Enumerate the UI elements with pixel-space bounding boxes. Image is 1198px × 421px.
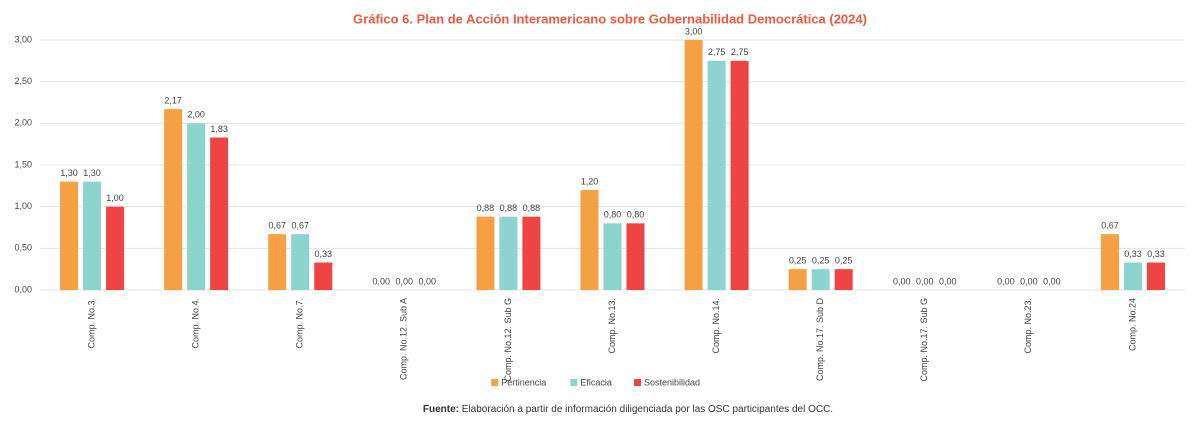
source: Fuente: Elaboración a partir de informac… xyxy=(423,404,833,415)
value-label: 3,00 xyxy=(685,26,703,36)
value-label: 0,67 xyxy=(268,221,286,231)
bar xyxy=(476,216,495,290)
y-tick-label: 3,00 xyxy=(14,34,32,44)
bar xyxy=(499,216,518,290)
x-tick-label: Comp. No.17. Sub G xyxy=(919,298,929,382)
bar xyxy=(268,234,287,290)
value-label: 0,00 xyxy=(1043,276,1061,286)
x-tick-label: Comp. No.13. xyxy=(607,298,617,354)
bar xyxy=(1123,262,1142,290)
bar xyxy=(684,40,703,290)
value-label: 0,80 xyxy=(604,210,622,220)
bar xyxy=(1100,234,1119,290)
bar xyxy=(291,234,310,290)
bar xyxy=(788,269,807,290)
value-label: 0,00 xyxy=(396,276,414,286)
value-label: 1,00 xyxy=(106,193,124,203)
x-tick-label: Comp. No.14. xyxy=(711,298,721,354)
bar xyxy=(1146,262,1165,290)
x-tick-label: Comp. No.3. xyxy=(86,298,96,349)
value-label: 0,00 xyxy=(373,276,391,286)
legend-label: Sostenibilidad xyxy=(644,377,700,387)
bar xyxy=(314,262,333,290)
bar xyxy=(522,216,541,290)
bar xyxy=(106,206,125,290)
legend-label: Eficacia xyxy=(580,377,612,387)
value-label: 0,67 xyxy=(1101,221,1119,231)
y-tick-label: 0,50 xyxy=(14,243,32,253)
value-label: 0,88 xyxy=(500,203,518,213)
x-tick-label: Comp. No.12. Sub A xyxy=(399,298,409,380)
value-label: 0,88 xyxy=(477,203,495,213)
value-label: 0,33 xyxy=(1147,249,1165,259)
value-label: 0,25 xyxy=(789,256,807,266)
x-tick-label: Comp. No.4. xyxy=(191,298,201,349)
bar xyxy=(811,269,830,290)
value-label: 0,80 xyxy=(627,210,645,220)
y-tick-label: 1,50 xyxy=(14,159,32,169)
bar xyxy=(187,123,206,290)
value-label: 0,88 xyxy=(523,203,541,213)
value-label: 0,00 xyxy=(893,276,911,286)
legend-swatch xyxy=(634,379,641,386)
value-label: 0,33 xyxy=(1124,249,1142,259)
bar xyxy=(834,269,853,290)
bar xyxy=(164,109,183,291)
value-label: 0,25 xyxy=(812,256,830,266)
y-tick-label: 2,50 xyxy=(14,76,32,86)
value-label: 0,00 xyxy=(419,276,437,286)
source-text: Elaboración a partir de información dili… xyxy=(462,404,833,415)
bar xyxy=(603,223,622,290)
bar xyxy=(626,223,645,290)
y-tick-label: 2,00 xyxy=(14,118,32,128)
value-label: 0,00 xyxy=(1020,276,1038,286)
x-tick-label: Comp. No.24 xyxy=(1127,298,1137,351)
value-label: 0,67 xyxy=(291,221,309,231)
x-tick-label: Comp. No.7. xyxy=(295,298,305,349)
value-label: 2,75 xyxy=(731,47,749,57)
bar xyxy=(730,60,749,291)
y-tick-label: 0,00 xyxy=(14,284,32,294)
value-label: 0,00 xyxy=(939,276,957,286)
bar xyxy=(60,181,79,290)
value-label: 0,00 xyxy=(916,276,934,286)
y-tick-label: 1,00 xyxy=(14,201,32,211)
x-tick-label: Comp. No.17. Sub D xyxy=(815,298,825,382)
value-label: 1,30 xyxy=(60,168,78,178)
value-label: 1,20 xyxy=(581,176,599,186)
value-label: 0,33 xyxy=(314,249,332,259)
x-tick-label: Comp. No.23. xyxy=(1023,298,1033,354)
value-label: 1,83 xyxy=(210,124,228,134)
bar xyxy=(707,60,726,291)
legend-swatch xyxy=(570,379,578,386)
value-label: 2,00 xyxy=(187,110,205,120)
value-label: 0,00 xyxy=(997,276,1015,286)
legend-swatch xyxy=(491,379,499,386)
x-tick-label: Comp. No.12. Sub G xyxy=(503,298,513,382)
source-label: Fuente: xyxy=(423,404,459,415)
value-label: 2,17 xyxy=(164,96,182,106)
legend-label: Pertinencia xyxy=(501,377,546,387)
value-label: 0,25 xyxy=(835,256,853,266)
bar xyxy=(210,137,229,290)
chart-title: Gráfico 6. Plan de Acción Interamericano… xyxy=(353,11,867,26)
bar xyxy=(580,190,599,290)
value-label: 1,30 xyxy=(83,168,101,178)
value-label: 2,75 xyxy=(708,47,726,57)
bar xyxy=(83,181,102,290)
